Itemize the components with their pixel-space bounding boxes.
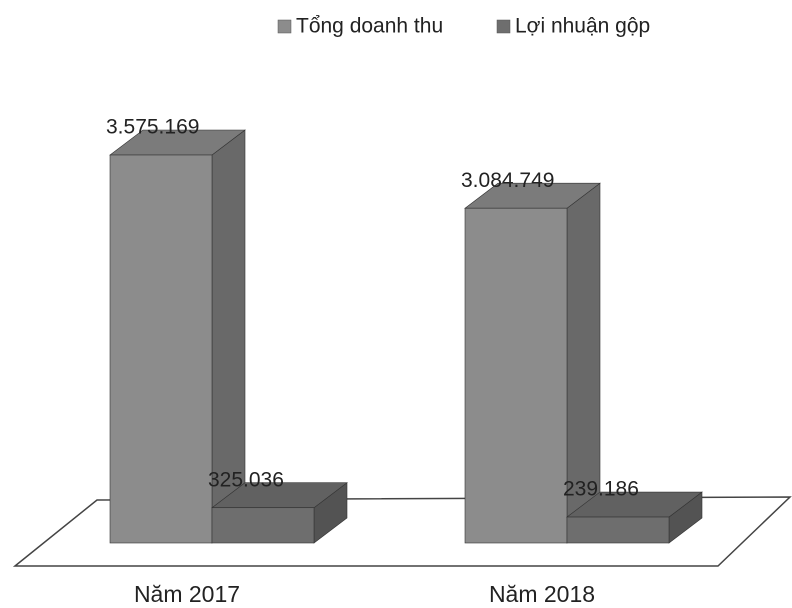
data-label: 3.084.749	[461, 169, 554, 192]
data-label: 239.186	[563, 478, 639, 501]
x-tick-label: Năm 2018	[489, 581, 595, 607]
legend-swatch	[496, 19, 511, 34]
floor	[12, 496, 792, 567]
legend-label: Tổng doanh thu	[296, 15, 443, 38]
data-label: 3.575.169	[106, 116, 199, 139]
bar	[566, 516, 670, 544]
x-tick-label: Năm 2017	[134, 581, 240, 607]
data-label: 325.036	[208, 468, 284, 491]
legend-label: Lợi nhuận gộp	[515, 15, 650, 38]
bar	[211, 507, 315, 544]
legend-swatch	[277, 19, 292, 34]
bar	[109, 154, 213, 544]
bar	[464, 207, 568, 544]
